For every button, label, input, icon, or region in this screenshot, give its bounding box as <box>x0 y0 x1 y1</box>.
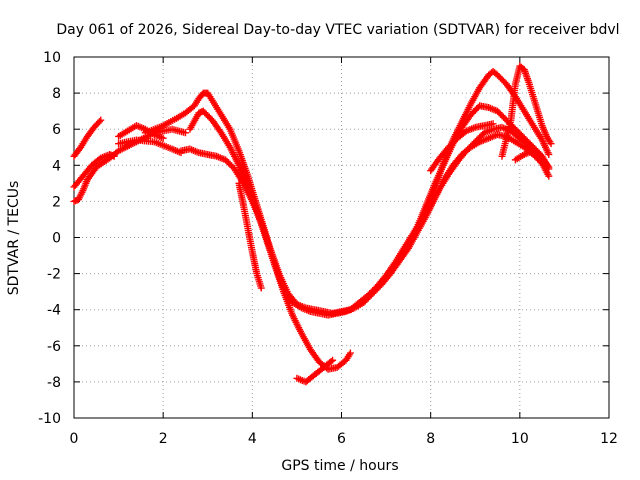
x-tick-label: 4 <box>248 431 257 447</box>
x-tick-label: 8 <box>426 431 435 447</box>
x-tick-label: 6 <box>337 431 346 447</box>
y-tick-label: 10 <box>43 50 61 66</box>
data-point-marker <box>544 162 552 170</box>
y-tick-label: 6 <box>52 122 61 138</box>
data-point-marker <box>159 134 167 142</box>
series-arc-5 <box>115 136 185 157</box>
x-axis-label: GPS time / hours <box>281 458 398 474</box>
series-arc-14 <box>427 120 497 175</box>
data-point-marker <box>489 120 497 128</box>
data-point-marker <box>545 150 553 158</box>
series-arc-15 <box>511 147 553 171</box>
y-tick-label: 8 <box>52 86 61 102</box>
data-point-marker <box>181 129 189 137</box>
series-arc-9 <box>235 179 265 292</box>
data-point-marker <box>545 163 553 171</box>
series-arc-7 <box>186 107 553 319</box>
chart-title: Day 061 of 2026, Sidereal Day-to-day VTE… <box>56 22 619 38</box>
y-tick-label: -2 <box>47 267 61 283</box>
y-tick-label: 0 <box>52 231 61 247</box>
y-tick-label: -6 <box>47 339 61 355</box>
y-tick-label: 2 <box>52 194 61 210</box>
axis-ticks: 0 2 4 6 8 10 12 -10 -8 -6 -4 -2 0 2 4 6 8 10 <box>38 50 618 447</box>
data-point-marker <box>257 284 265 292</box>
series-arc-10 <box>293 356 337 386</box>
x-tick-label: 0 <box>70 431 79 447</box>
data-point-marker <box>346 349 354 357</box>
gridlines <box>74 57 609 418</box>
series-arc-12 <box>422 67 553 214</box>
series-arc-1 <box>70 116 105 160</box>
x-tick-label: 2 <box>159 431 168 447</box>
y-axis-label: SDTVAR / TECUs <box>6 181 22 296</box>
y-tick-label: -8 <box>47 375 61 391</box>
y-tick-label: 4 <box>52 158 61 174</box>
x-tick-label: 12 <box>600 431 618 447</box>
data-points <box>70 62 555 386</box>
data-point-marker <box>95 118 103 126</box>
data-point-marker <box>327 357 335 365</box>
y-tick-label: -4 <box>47 303 61 319</box>
data-point-marker <box>97 116 105 124</box>
x-tick-label: 10 <box>511 431 529 447</box>
series-arc-13 <box>498 62 555 160</box>
data-point-marker <box>329 356 337 364</box>
data-point-marker <box>474 103 482 111</box>
y-tick-label: -10 <box>38 411 61 427</box>
data-point-marker <box>547 140 555 148</box>
data-point-marker <box>545 172 553 180</box>
